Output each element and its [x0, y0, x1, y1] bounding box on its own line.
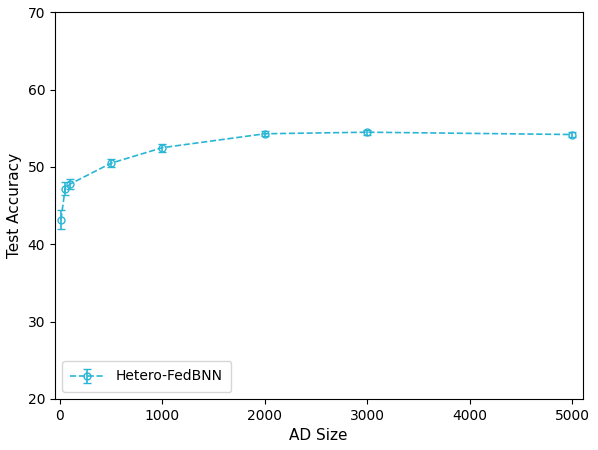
Legend: Hetero-FedBNN: Hetero-FedBNN — [62, 361, 231, 392]
X-axis label: AD Size: AD Size — [289, 428, 348, 443]
Y-axis label: Test Accuracy: Test Accuracy — [7, 153, 22, 258]
